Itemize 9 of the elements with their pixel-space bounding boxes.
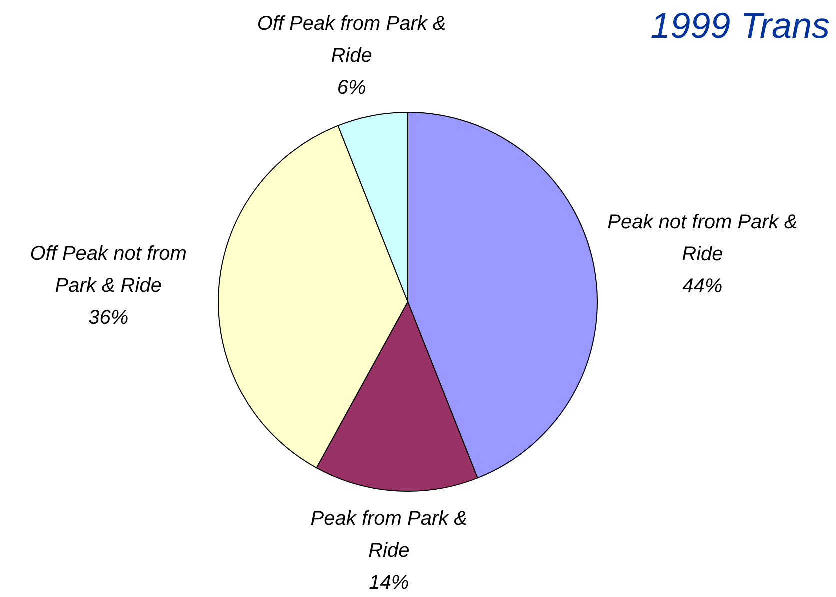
slice-label: Peak from Park & Ride <box>310 508 468 562</box>
data-label: 44% <box>682 276 723 298</box>
data-label: 36% <box>88 306 129 329</box>
data-label: 14% <box>369 572 410 594</box>
chart-title: 1999 Trans <box>650 5 830 46</box>
slice-label: Off Peak not from Park & Ride <box>30 242 187 297</box>
slice-label: Peak not from Park & Ride <box>608 212 798 266</box>
data-label: 6% <box>337 76 366 99</box>
slice-label: Off Peak from Park & Ride <box>257 12 446 67</box>
